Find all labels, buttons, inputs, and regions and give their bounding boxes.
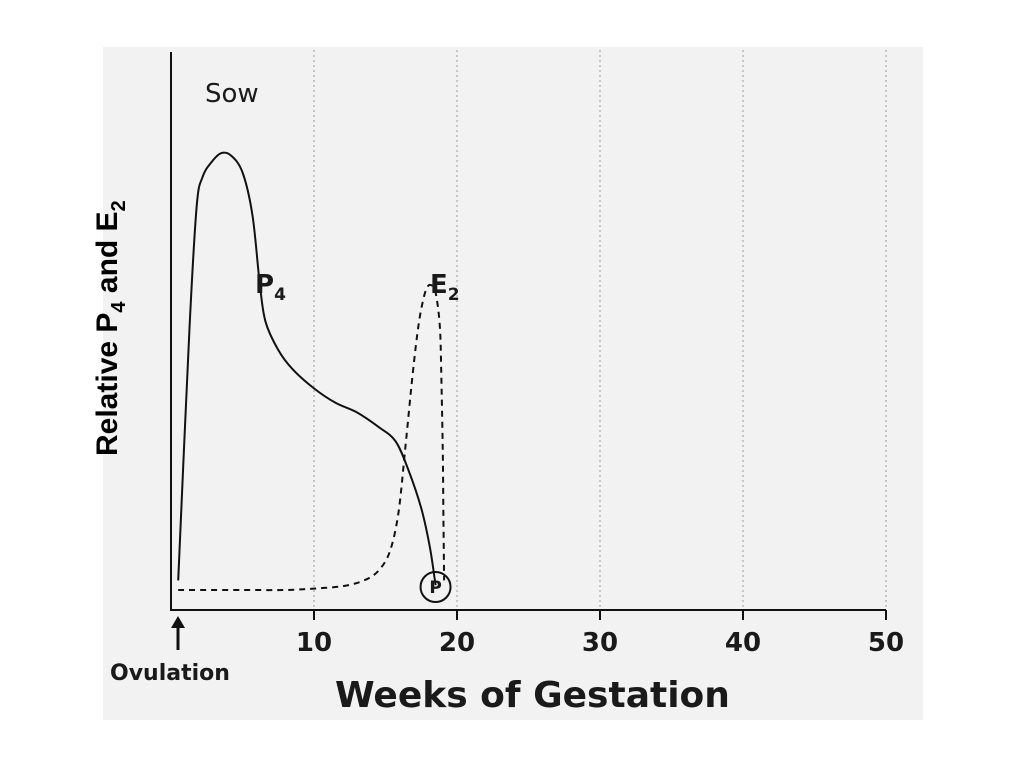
y-axis-title-sub1: 4 bbox=[108, 301, 130, 313]
series-group bbox=[177, 151, 446, 592]
species-label: Sow bbox=[205, 79, 259, 109]
x-axis-title: Weeks of Gestation bbox=[335, 675, 730, 716]
ovulation-label: Ovulation bbox=[110, 661, 230, 686]
x-tick-label-40: 40 bbox=[725, 628, 761, 658]
series-line-p4 bbox=[177, 151, 437, 586]
series-label-e2-name: E bbox=[430, 270, 448, 300]
y-axis-title-prefix: Relative P bbox=[91, 313, 124, 456]
x-tick-label-30: 30 bbox=[582, 628, 618, 658]
parturition-marker: P bbox=[419, 571, 452, 603]
x-tick-label-10: 10 bbox=[296, 628, 332, 658]
series-label-e2: E2 bbox=[430, 270, 460, 305]
y-axis-title-sub2: 2 bbox=[108, 200, 130, 211]
series-label-e2-sub: 2 bbox=[448, 285, 460, 305]
y-axis-title-mid: and E bbox=[91, 211, 124, 301]
ovulation-arrow bbox=[171, 616, 185, 650]
chart-panel bbox=[103, 47, 923, 720]
series-label-p4: P4 bbox=[255, 270, 286, 305]
series-line-e2 bbox=[178, 283, 446, 592]
series-label-p4-sub: 4 bbox=[274, 285, 286, 305]
x-tick-label-20: 20 bbox=[439, 628, 475, 658]
parturition-marker-label: P bbox=[429, 578, 441, 598]
series-label-p4-name: P bbox=[255, 270, 274, 300]
grid-lines bbox=[313, 50, 887, 608]
x-ticks: 10 20 30 40 50 bbox=[296, 610, 904, 658]
x-tick-label-50: 50 bbox=[868, 628, 904, 658]
y-axis-title: Relative P4 and E2 bbox=[91, 200, 130, 456]
